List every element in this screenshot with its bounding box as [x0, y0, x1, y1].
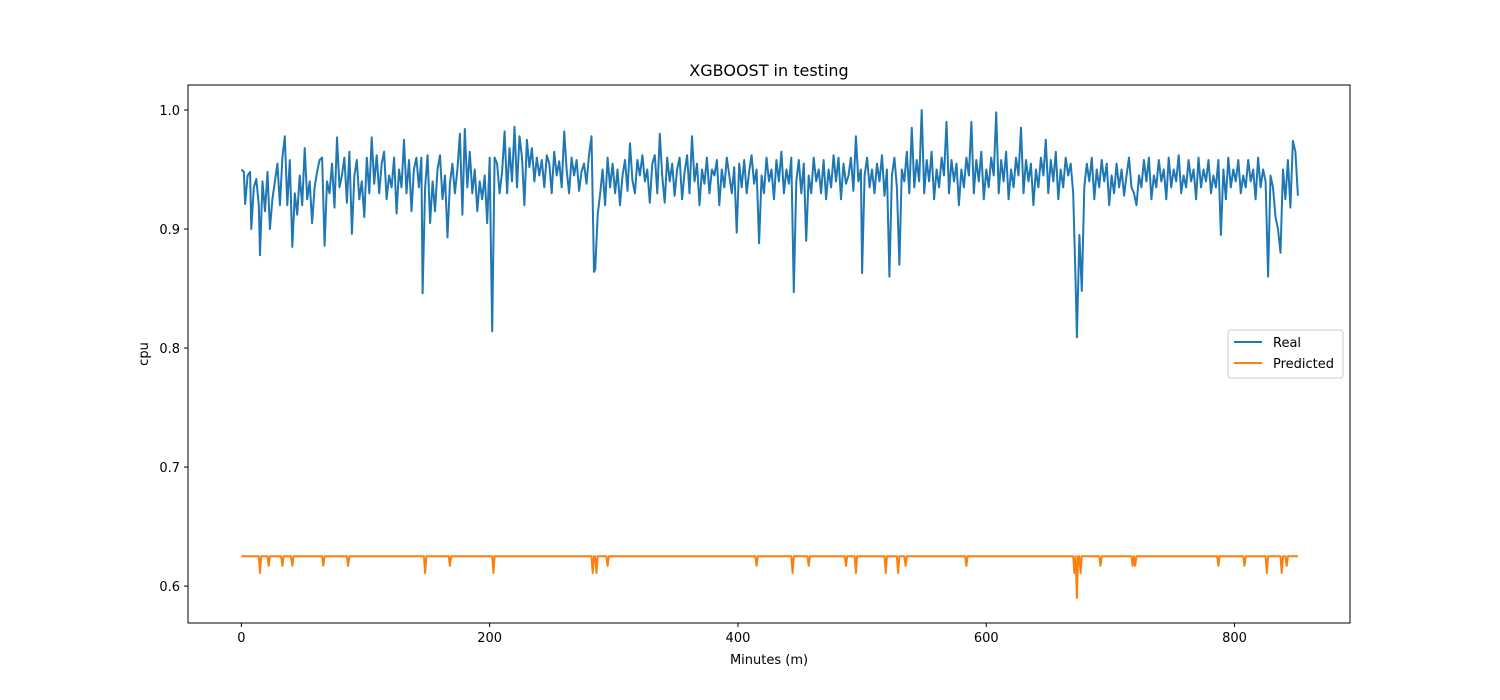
legend-label-predicted: Predicted — [1273, 357, 1334, 372]
series-line-real — [240, 109, 1299, 339]
legend-label-real: Real — [1273, 336, 1301, 351]
y-axis-label: cpu — [137, 342, 152, 366]
y-tick-label: 0.7 — [159, 461, 180, 476]
x-tick-label: 200 — [477, 631, 502, 646]
x-tick-label: 0 — [237, 631, 245, 646]
legend: Real Predicted — [1227, 329, 1344, 379]
y-tick-label: 1.0 — [159, 104, 180, 119]
y-tick-label: 0.8 — [159, 342, 180, 357]
x-axis: 0 200 400 600 800 — [237, 623, 1247, 646]
x-tick-label: 600 — [974, 631, 999, 646]
y-tick-label: 0.9 — [159, 223, 180, 238]
y-axis: 0.6 0.7 0.8 0.9 1.0 — [159, 104, 188, 595]
x-tick-label: 800 — [1222, 631, 1247, 646]
y-tick-label: 0.6 — [159, 580, 180, 595]
x-axis-label: Minutes (m) — [730, 653, 808, 668]
x-tick-label: 400 — [726, 631, 751, 646]
series-line-predicted — [241, 555, 1298, 599]
plot-area — [187, 84, 1351, 624]
axes-frame — [187, 84, 1351, 624]
chart-title: XGBOOST in testing — [689, 61, 848, 80]
